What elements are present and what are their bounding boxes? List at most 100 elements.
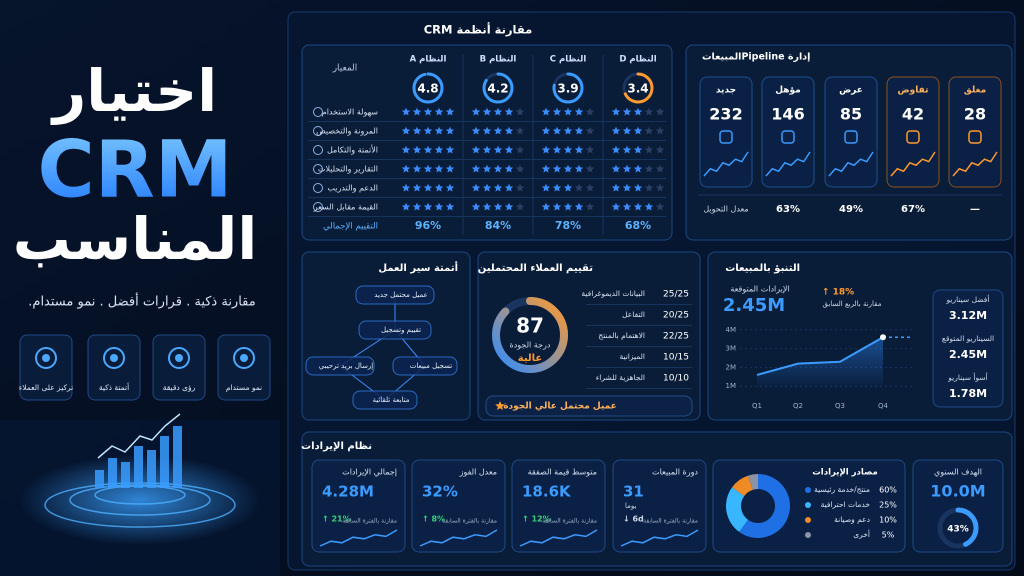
factor-name: الجاهزية للشراء: [596, 373, 645, 382]
rating-stars: [541, 164, 595, 173]
kpi-value: 31: [623, 483, 644, 501]
star: [471, 202, 481, 211]
star: [633, 145, 643, 154]
criterion-icon: [313, 126, 323, 136]
legend-value: 5%: [882, 531, 895, 540]
criterion-icon: [313, 183, 323, 193]
star: [622, 107, 632, 116]
legend-swatch: [805, 517, 811, 523]
kpi-change: ↑ 8%: [422, 515, 445, 524]
stage-icon: [906, 130, 920, 144]
y-tick-label: 3M: [726, 345, 737, 353]
criterion-label: القيمة مقابل السعر: [313, 203, 378, 212]
star: [585, 145, 595, 154]
kpi-change: ↑ 12%: [522, 515, 551, 524]
score-label: درجة الجودة: [510, 341, 551, 350]
stage-count: 42: [902, 105, 924, 124]
star: [644, 126, 654, 135]
rating-stars: [541, 107, 595, 116]
feature-label: تركيز على العملاء: [19, 383, 74, 392]
star: [541, 126, 551, 135]
legend-value: 10%: [879, 516, 897, 525]
star: [434, 183, 444, 192]
criterion-label: التقارير والتحليلات: [318, 165, 378, 174]
star: [611, 202, 621, 211]
criterion-icon: [313, 107, 323, 117]
star: [401, 126, 411, 135]
target-card: [912, 459, 1004, 553]
star: [412, 107, 422, 116]
star: [434, 145, 444, 154]
score-ring: [412, 72, 444, 104]
kpi-note: مقارنة بالفترة السابقة: [643, 518, 698, 525]
brand-title: CRM: [38, 125, 233, 215]
star: [445, 183, 455, 192]
lead-panel: [477, 251, 701, 421]
star: [504, 126, 514, 135]
star: [445, 164, 455, 173]
step-label: عميل محتمل جديد: [374, 291, 427, 299]
star: [401, 183, 411, 192]
star: [585, 202, 595, 211]
decor-bar: [108, 458, 117, 488]
star: [515, 202, 525, 211]
x-tick-label: Q3: [835, 402, 845, 410]
sparkline-decor: [319, 529, 398, 547]
star: [401, 202, 411, 211]
feature-icon: [103, 347, 125, 369]
star: [563, 145, 573, 154]
kpi-change: ↓ 6d: [623, 515, 644, 524]
star: [482, 164, 492, 173]
star: [552, 202, 562, 211]
star: [515, 107, 525, 116]
rating-stars: [471, 107, 525, 116]
score-ring: [482, 72, 514, 104]
conversion-rate: —: [970, 204, 980, 215]
brand-title: اختيار: [50, 57, 217, 125]
star: [655, 107, 665, 116]
feature-icon: [110, 354, 118, 362]
y-tick-label: 1M: [726, 382, 737, 390]
section-title: تقييم العملاء المحتملين: [478, 263, 593, 274]
stage-card: [824, 76, 878, 188]
star: [622, 126, 632, 135]
star: [574, 202, 584, 211]
star: [493, 164, 503, 173]
sparkline-decor: [890, 151, 936, 177]
x-tick-label: Q4: [878, 402, 889, 410]
stage-card: [761, 76, 815, 188]
pie-slice: [732, 475, 753, 497]
rating-stars: [611, 202, 665, 211]
star: [401, 145, 411, 154]
star: [644, 107, 654, 116]
sparkline-decor: [765, 151, 811, 177]
star: [445, 107, 455, 116]
star: [445, 126, 455, 135]
lead-score: 87: [516, 314, 544, 338]
stage-count: 232: [709, 105, 742, 124]
conversion-rate: 67%: [901, 204, 925, 215]
score-value: 3.4: [627, 82, 648, 96]
stage-name: مغلق: [964, 86, 986, 96]
star: [644, 145, 654, 154]
point: [880, 334, 886, 341]
stage-name: تفاوض: [898, 86, 929, 96]
kpi-value: 18.6K: [522, 483, 572, 501]
pie-slice: [725, 487, 749, 532]
star: [655, 126, 665, 135]
star: [493, 107, 503, 116]
scenario-value: 3.12M: [949, 309, 987, 322]
criterion-label: الدعم والتدريب: [327, 184, 378, 193]
target-name: الهدف السنوي: [934, 468, 982, 477]
legend-swatch: [805, 487, 811, 493]
kpi-note: مقارنة بالفترة السابقة: [442, 518, 497, 525]
stage-icon: [719, 130, 733, 144]
rating-stars: [401, 107, 455, 116]
y-tick-label: 2M: [726, 363, 737, 371]
stage-name: عرض: [839, 86, 863, 96]
total-score: 78%: [555, 219, 581, 232]
score-ring: [492, 297, 568, 373]
step-label: إرسال بريد ترحيبي: [319, 362, 374, 370]
star: [515, 183, 525, 192]
stage-name: جديد: [716, 86, 736, 96]
